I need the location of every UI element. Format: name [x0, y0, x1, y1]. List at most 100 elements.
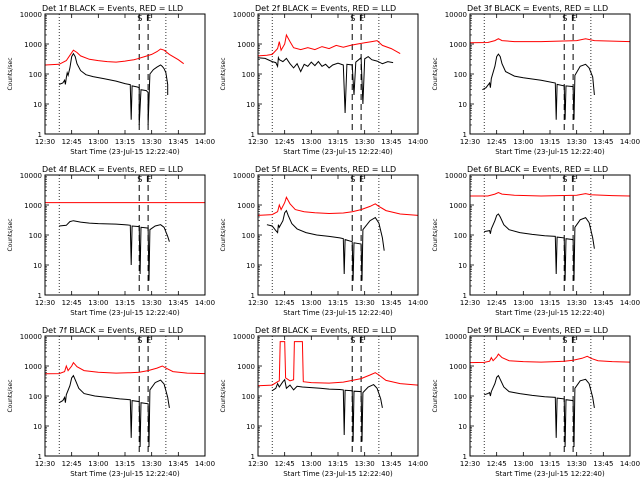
x-tick-label: 12:45 — [275, 299, 295, 307]
y-axis-label: Counts/sec — [432, 57, 439, 90]
black-events-series — [59, 220, 170, 281]
x-tick-label: 14:00 — [195, 138, 215, 146]
region-marker-label: E — [146, 175, 151, 184]
y-tick-label: 100 — [29, 232, 42, 240]
x-tick-label: 13:15 — [328, 460, 348, 468]
panel-1: Det 1f BLACK = Events, RED = LLD Counts/s… — [7, 4, 215, 156]
x-tick-label: 14:00 — [620, 138, 640, 146]
black-events-series — [271, 378, 383, 442]
red-lld-series — [469, 353, 631, 364]
y-axis-label: Counts/sec — [7, 57, 14, 90]
y-tick-label: 10000 — [233, 11, 255, 19]
plot-frame — [257, 174, 419, 296]
x-tick-label: 13:30 — [567, 460, 587, 468]
x-tick-label: 13:30 — [567, 138, 587, 146]
black-events-series — [484, 213, 595, 281]
black-events-series — [257, 55, 394, 114]
panel-title: Det 8f BLACK = Events, RED = LLD — [255, 326, 396, 335]
y-tick-label: 1 — [38, 292, 42, 300]
x-tick-label: 13:45 — [593, 299, 613, 307]
panel-title: Det 9f BLACK = Events, RED = LLD — [467, 326, 608, 335]
y-tick-label: 100 — [454, 393, 467, 401]
panel-3: Det 3f BLACK = Events, RED = LLD Counts/s… — [432, 4, 640, 156]
x-tick-label: 13:00 — [301, 460, 321, 468]
panel-title: Det 6f BLACK = Events, RED = LLD — [467, 165, 608, 174]
x-axis-label: Start Time (23-Jul-15 12:22:40) — [283, 470, 393, 478]
x-tick-label: 12:30 — [248, 138, 268, 146]
x-tick-label: 13:45 — [381, 299, 401, 307]
x-tick-label: 12:30 — [248, 460, 268, 468]
y-axis-label: Counts/sec — [7, 379, 14, 412]
x-tick-label: 13:45 — [168, 299, 188, 307]
y-axis-label: Counts/sec — [220, 218, 227, 251]
panel-2: Det 2f BLACK = Events, RED = LLD Counts/s… — [220, 4, 428, 156]
black-events-series — [58, 374, 170, 448]
y-axis-label: Counts/sec — [432, 218, 439, 251]
x-tick-label: 14:00 — [408, 460, 428, 468]
y-tick-label: 10 — [246, 101, 255, 109]
x-tick-label: 13:45 — [593, 460, 613, 468]
red-lld-series — [44, 361, 206, 375]
region-marker-label: S — [350, 14, 355, 23]
x-tick-label: 13:45 — [381, 460, 401, 468]
y-tick-label: 10 — [246, 262, 255, 270]
region-marker-label: E — [359, 336, 364, 345]
red-lld-series — [257, 196, 419, 216]
region-marker-label: E — [359, 14, 364, 23]
y-tick-label: 100 — [454, 232, 467, 240]
y-tick-label: 1 — [463, 453, 467, 461]
x-tick-label: 14:00 — [195, 299, 215, 307]
plot-frame — [257, 13, 419, 135]
x-tick-label: 12:30 — [460, 299, 480, 307]
panel-9: Det 9f BLACK = Events, RED = LLD Counts/s… — [432, 326, 640, 478]
x-tick-label: 12:45 — [487, 299, 507, 307]
y-tick-label: 1000 — [237, 41, 255, 49]
black-events-series — [59, 52, 169, 126]
region-marker-label: E — [571, 175, 576, 184]
y-tick-label: 1000 — [237, 363, 255, 371]
panel-title: Det 7f BLACK = Events, RED = LLD — [42, 326, 183, 335]
panel-7: Det 7f BLACK = Events, RED = LLD Counts/s… — [7, 326, 215, 478]
region-marker-label: S — [562, 14, 567, 23]
region-marker-label: S — [137, 336, 142, 345]
y-axis-label: Counts/sec — [220, 379, 227, 412]
plot-frame — [44, 335, 206, 457]
x-tick-label: 13:15 — [115, 460, 135, 468]
y-tick-label: 10 — [33, 101, 42, 109]
x-tick-label: 13:30 — [567, 299, 587, 307]
x-tick-label: 13:45 — [381, 138, 401, 146]
x-axis-label: Start Time (23-Jul-15 12:22:40) — [70, 148, 180, 156]
y-tick-label: 100 — [454, 71, 467, 79]
x-tick-label: 13:00 — [88, 138, 108, 146]
x-tick-label: 13:00 — [301, 138, 321, 146]
x-tick-label: 12:45 — [275, 460, 295, 468]
y-tick-label: 1 — [38, 453, 42, 461]
panel-title: Det 1f BLACK = Events, RED = LLD — [42, 4, 183, 13]
red-lld-series — [257, 341, 419, 387]
region-marker-label: S — [562, 336, 567, 345]
x-axis-label: Start Time (23-Jul-15 12:22:40) — [283, 148, 393, 156]
x-tick-label: 13:30 — [142, 299, 162, 307]
x-tick-label: 13:45 — [168, 460, 188, 468]
black-events-series — [482, 53, 595, 120]
black-events-series — [484, 374, 595, 448]
x-tick-label: 14:00 — [620, 460, 640, 468]
region-marker-label: E — [571, 336, 576, 345]
x-tick-label: 13:30 — [355, 460, 375, 468]
plot-frame — [469, 174, 631, 296]
x-tick-label: 12:30 — [35, 460, 55, 468]
y-tick-label: 1000 — [449, 363, 467, 371]
panel-6: Det 6f BLACK = Events, RED = LLD Counts/s… — [432, 165, 640, 317]
x-tick-label: 13:15 — [115, 138, 135, 146]
plot-frame — [257, 335, 419, 457]
x-axis-label: Start Time (23-Jul-15 12:22:40) — [495, 309, 605, 317]
plot-frame — [469, 335, 631, 457]
y-tick-label: 1000 — [237, 202, 255, 210]
panel-title: Det 5f BLACK = Events, RED = LLD — [255, 165, 396, 174]
region-marker-label: S — [350, 175, 355, 184]
region-marker-label: E — [571, 14, 576, 23]
red-lld-series — [257, 33, 401, 57]
x-tick-label: 14:00 — [620, 299, 640, 307]
black-events-series — [266, 209, 385, 281]
